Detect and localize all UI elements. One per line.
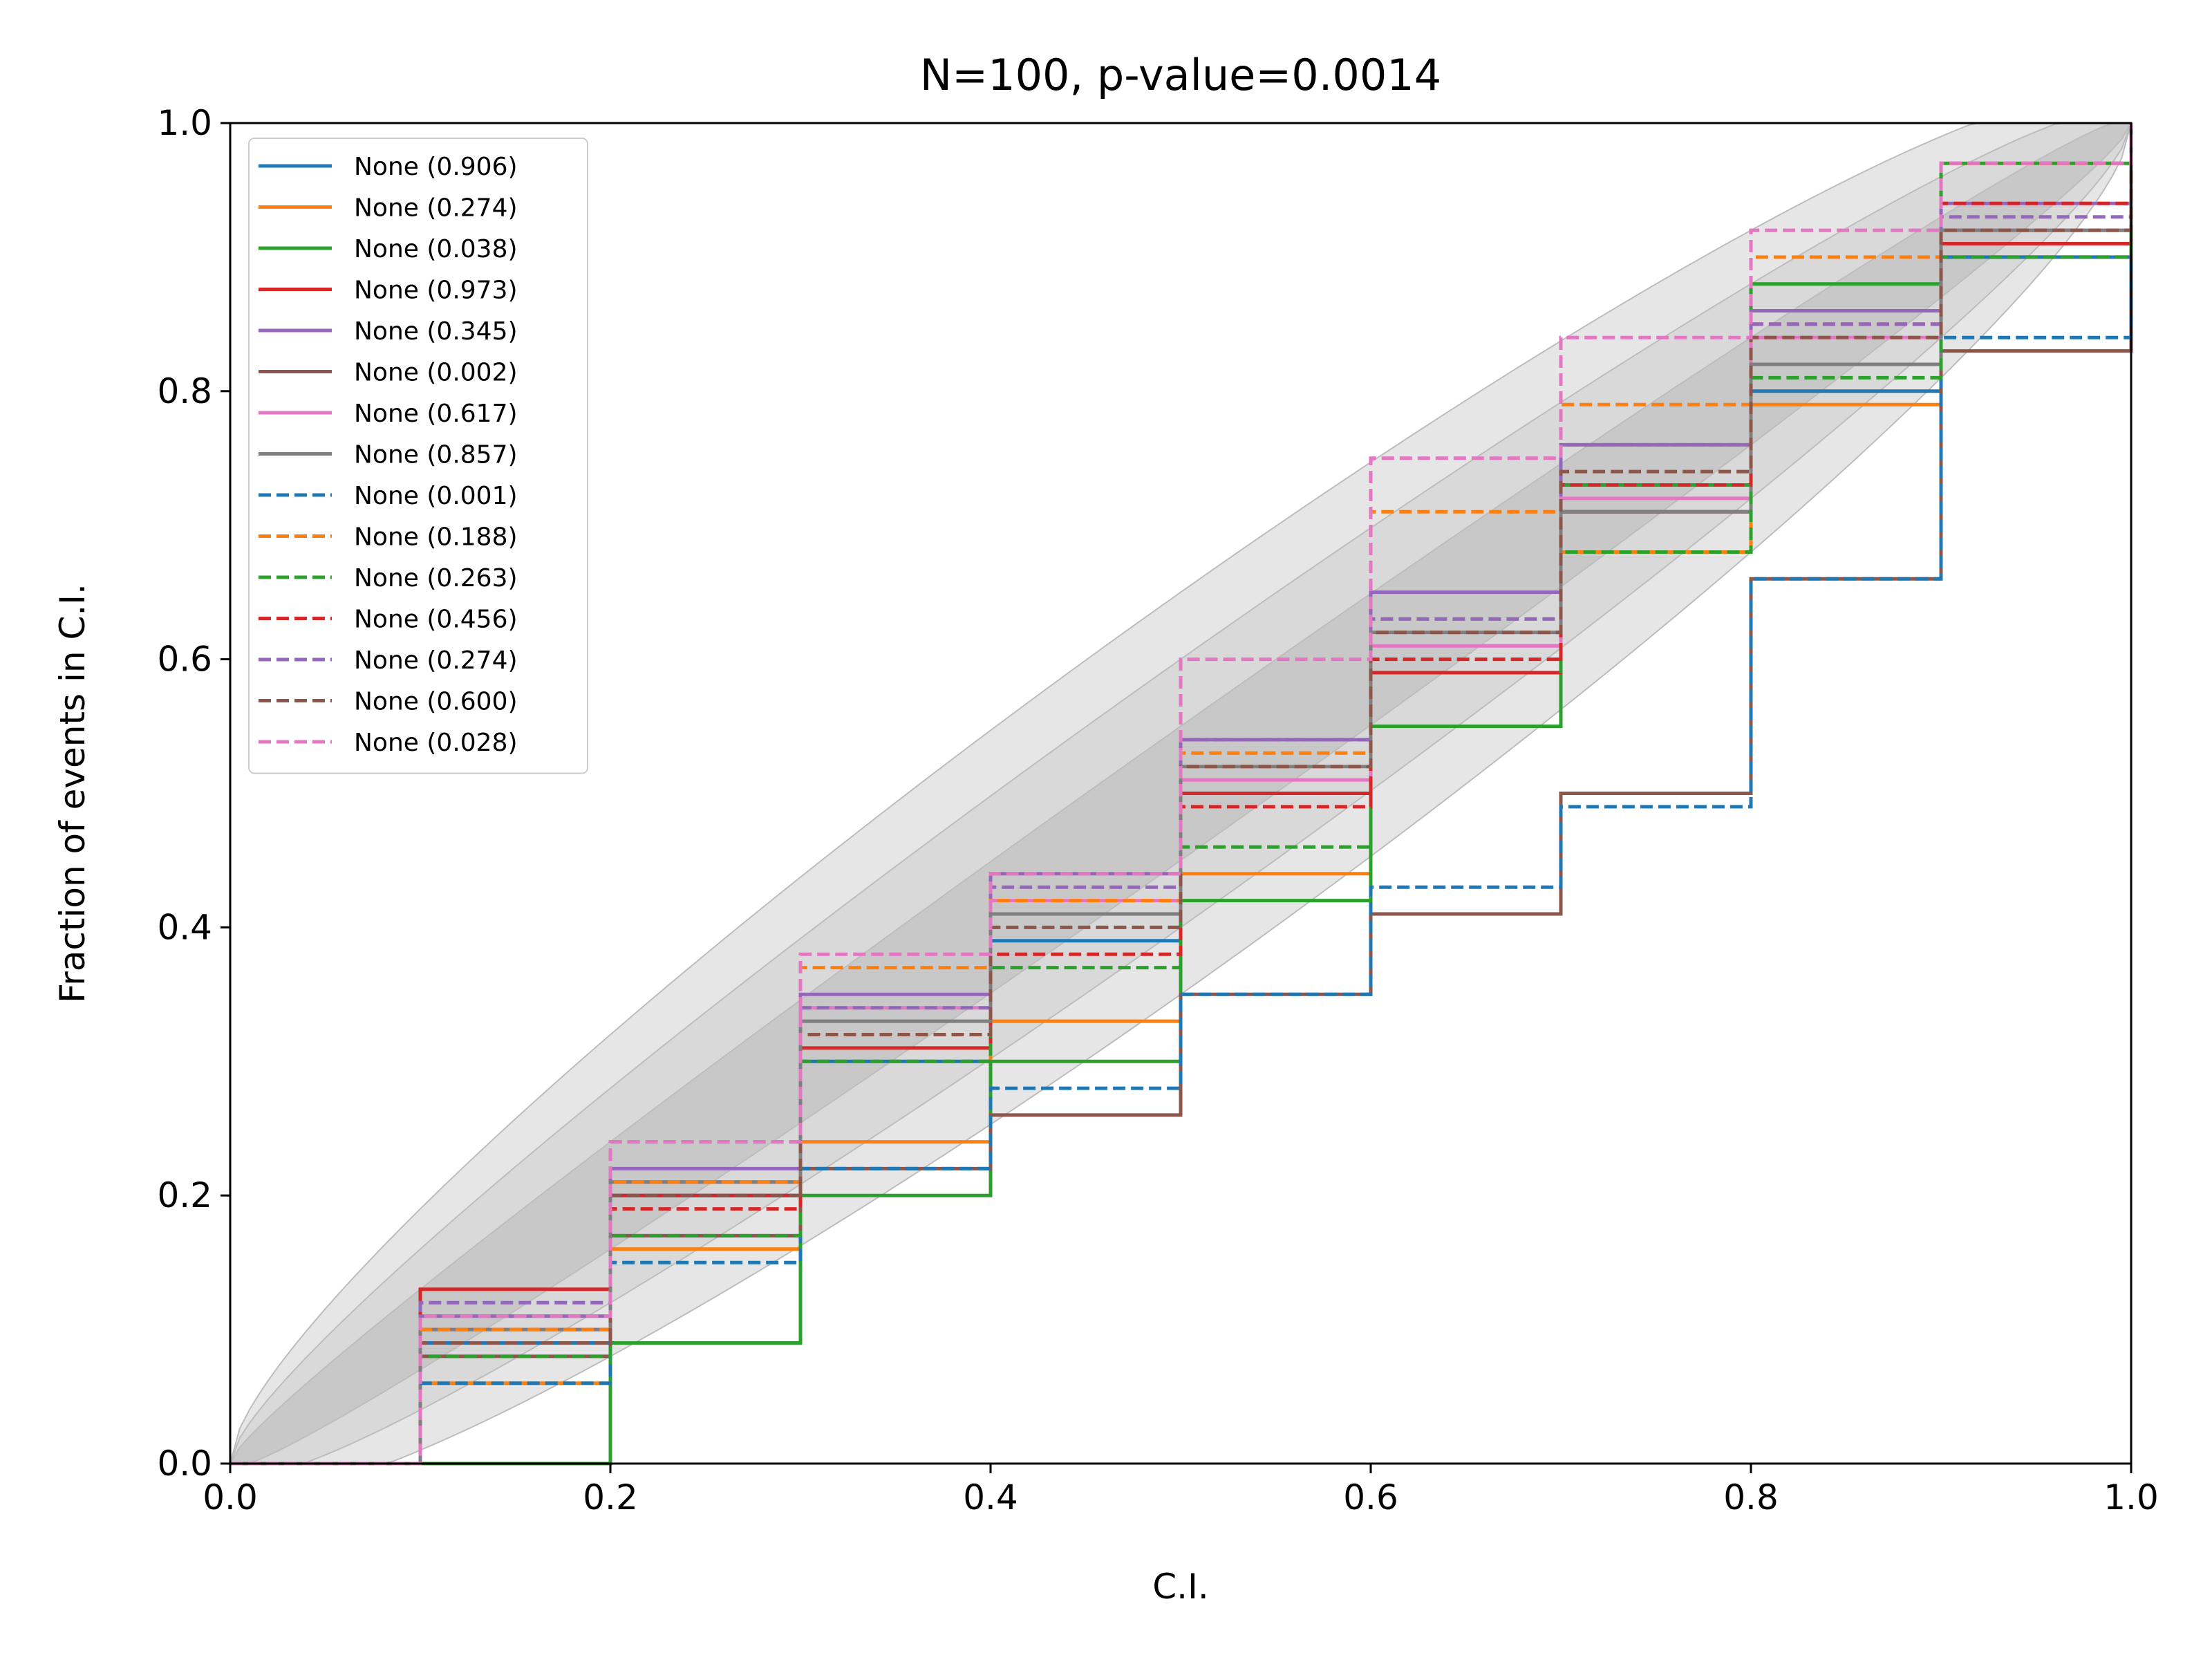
legend-box — [248, 138, 588, 774]
legend-entry: None (0.274) — [354, 194, 518, 223]
series-lines — [230, 123, 2133, 1466]
legend-entry: None (0.001) — [354, 482, 518, 510]
x-axis-label: C.I. — [1152, 1567, 1208, 1607]
x-tick-label: 0.2 — [583, 1477, 638, 1518]
y-tick-label: 0.6 — [157, 639, 212, 680]
legend-entry: None (0.906) — [354, 153, 518, 181]
legend-entry: None (0.188) — [354, 523, 518, 552]
legend-entry: None (0.274) — [354, 646, 518, 675]
y-tick-label: 0.4 — [157, 907, 212, 947]
legend-entry: None (0.973) — [354, 277, 518, 305]
y-tick-label: 0.2 — [157, 1175, 212, 1215]
x-axis-ticks: 0.0 0.2 0.4 0.6 0.8 1.0 — [203, 1464, 2159, 1518]
x-tick-label: 0.8 — [1723, 1477, 1779, 1518]
axes-frame — [229, 122, 2133, 1465]
legend-entry: None (0.600) — [354, 688, 518, 716]
y-axis-label: Fraction of events in C.I. — [53, 583, 93, 1003]
y-tick-label: 0.8 — [157, 371, 212, 411]
legend-entry: None (0.028) — [354, 729, 518, 757]
y-tick-label: 1.0 — [157, 103, 212, 143]
y-axis-ticks: 0.0 0.2 0.4 0.6 0.8 1.0 — [157, 103, 230, 1484]
chart-title: N=100, p-value=0.0014 — [920, 50, 1441, 100]
legend-entry: None (0.263) — [354, 564, 518, 592]
legend-entry: None (0.002) — [354, 359, 518, 387]
x-tick-label: 0.0 — [203, 1477, 258, 1518]
series-line-15 — [230, 123, 2133, 1466]
legend-entry: None (0.617) — [354, 400, 518, 428]
legend-entry: None (0.345) — [354, 317, 518, 346]
legend-entry: None (0.456) — [354, 606, 518, 634]
legend-entry: None (0.038) — [354, 235, 518, 263]
y-tick-label: 0.0 — [157, 1444, 212, 1484]
legend-entry: None (0.857) — [354, 441, 518, 469]
legend: None (0.906) None (0.274) None (0.038) None… — [248, 138, 588, 774]
x-tick-label: 1.0 — [2103, 1477, 2159, 1518]
x-tick-label: 0.6 — [1343, 1477, 1398, 1518]
series-line-3 — [230, 123, 2133, 1466]
x-tick-label: 0.4 — [963, 1477, 1018, 1518]
